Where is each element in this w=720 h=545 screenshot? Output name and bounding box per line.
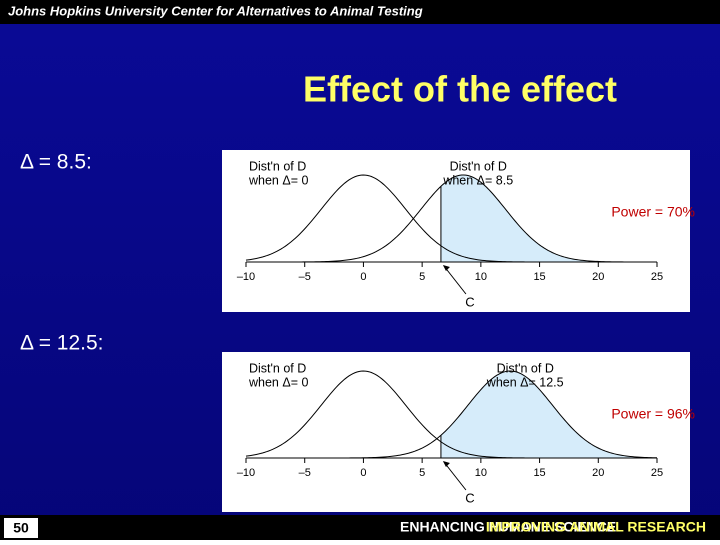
- power-label: Power = 70%: [611, 204, 695, 220]
- x-tick-label: –10: [237, 271, 255, 283]
- page-number: 50: [13, 520, 29, 536]
- page-box: [4, 518, 38, 538]
- power-label: Power = 96%: [611, 406, 695, 422]
- x-tick-label: –5: [299, 467, 311, 479]
- x-tick-label: 5: [419, 271, 425, 283]
- header-text: Johns Hopkins University Center for Alte…: [8, 3, 423, 18]
- slide-title: Effect of the effect: [303, 69, 617, 110]
- cutoff-arrow: [443, 461, 467, 491]
- x-tick-label: 0: [360, 271, 366, 283]
- x-tick-label: –10: [237, 467, 255, 479]
- footer-bar: [0, 515, 720, 540]
- subtitle: Δ = 12.5:: [20, 332, 104, 355]
- cutoff-label: C: [465, 490, 474, 505]
- x-tick-label: 5: [419, 467, 425, 479]
- x-tick-label: 25: [651, 467, 663, 479]
- subtitle: Δ = 8.5:: [20, 151, 92, 174]
- cutoff-arrow: [443, 265, 467, 295]
- header-bar: [0, 0, 720, 24]
- alt-label: Dist'n of D: [450, 159, 507, 173]
- x-tick-label: 10: [475, 467, 487, 479]
- footer-right: IMPROVING ANIMAL RESEARCH: [486, 519, 706, 535]
- x-tick-label: 15: [533, 271, 545, 283]
- x-tick-label: 15: [533, 467, 545, 479]
- alt-label: when Δ= 12.5: [486, 375, 564, 389]
- x-tick-label: 20: [592, 467, 604, 479]
- null-label: when Δ= 0: [248, 173, 308, 187]
- power-area: [440, 371, 657, 458]
- x-tick-label: 10: [475, 271, 487, 283]
- null-label: Dist'n of D: [249, 159, 306, 173]
- arrow-head: [442, 461, 450, 467]
- x-tick-label: 0: [360, 467, 366, 479]
- x-tick-label: 20: [592, 271, 604, 283]
- x-tick-label: –5: [299, 271, 311, 283]
- arrow-head: [442, 265, 450, 271]
- null-label: Dist'n of D: [249, 361, 306, 375]
- alt-label: Dist'n of D: [497, 361, 554, 375]
- cutoff-label: C: [465, 294, 474, 309]
- footer-left: ENHANCING HUMANE SCIENCE: [400, 519, 616, 535]
- x-tick-label: 25: [651, 271, 663, 283]
- null-label: when Δ= 0: [248, 375, 308, 389]
- alt-label: when Δ= 8.5: [442, 173, 513, 187]
